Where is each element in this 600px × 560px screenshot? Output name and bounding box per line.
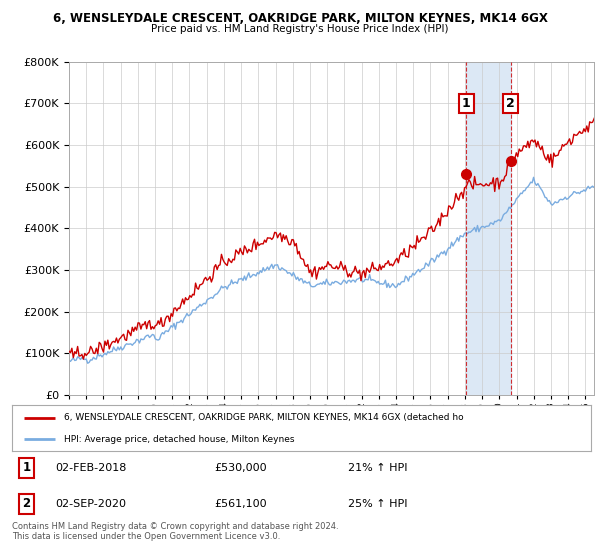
- Text: HPI: Average price, detached house, Milton Keynes: HPI: Average price, detached house, Milt…: [64, 435, 295, 444]
- Text: £561,100: £561,100: [215, 499, 267, 509]
- Text: 1: 1: [22, 461, 31, 474]
- Text: £530,000: £530,000: [215, 463, 267, 473]
- Text: 02-FEB-2018: 02-FEB-2018: [55, 463, 127, 473]
- Bar: [466, 62, 511, 395]
- Text: Contains HM Land Registry data © Crown copyright and database right 2024.
This d: Contains HM Land Registry data © Crown c…: [12, 522, 338, 542]
- Text: 1: 1: [462, 97, 471, 110]
- Text: 6, WENSLEYDALE CRESCENT, OAKRIDGE PARK, MILTON KEYNES, MK14 6GX: 6, WENSLEYDALE CRESCENT, OAKRIDGE PARK, …: [53, 12, 547, 25]
- Text: 2: 2: [506, 97, 515, 110]
- Text: 25% ↑ HPI: 25% ↑ HPI: [348, 499, 407, 509]
- Text: 2: 2: [22, 497, 31, 510]
- Text: 02-SEP-2020: 02-SEP-2020: [55, 499, 127, 509]
- Text: 6, WENSLEYDALE CRESCENT, OAKRIDGE PARK, MILTON KEYNES, MK14 6GX (detached ho: 6, WENSLEYDALE CRESCENT, OAKRIDGE PARK, …: [64, 413, 464, 422]
- Text: 21% ↑ HPI: 21% ↑ HPI: [348, 463, 407, 473]
- Text: Price paid vs. HM Land Registry's House Price Index (HPI): Price paid vs. HM Land Registry's House …: [151, 24, 449, 34]
